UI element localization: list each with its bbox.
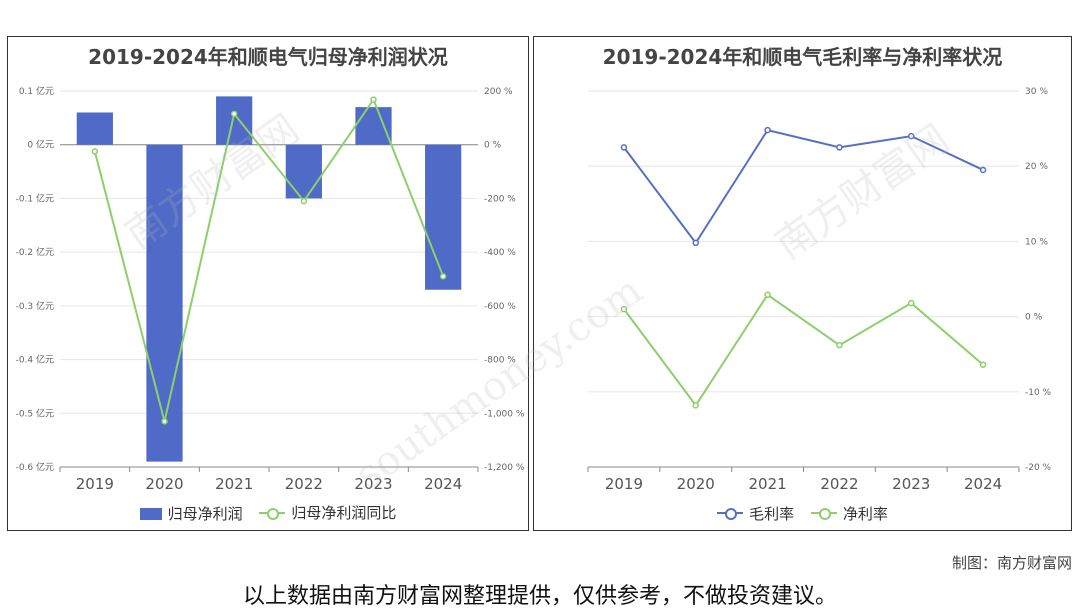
y-right-tick-label: 20 % bbox=[1025, 162, 1048, 172]
legend-item-net-margin[interactable]: 净利率 bbox=[810, 503, 888, 524]
data-point bbox=[908, 132, 915, 140]
data-point bbox=[620, 305, 628, 313]
legend-item-gross-margin[interactable]: 毛利率 bbox=[717, 503, 794, 524]
y-right-tick-label: 0 % bbox=[484, 141, 502, 151]
y-right-tick-label: -800 % bbox=[484, 356, 516, 366]
x-tick-label: 2022 bbox=[285, 475, 323, 493]
y-left-tick-label: -0.1 亿元 bbox=[16, 192, 54, 204]
left-chart-svg: 0.1 亿元 0 亿元 -0.1 亿元 -0.2 亿元 -0.3 亿元 -0.4 亿元 -0… bbox=[16, 85, 525, 493]
y-right-tick-label: 200 % bbox=[484, 87, 513, 97]
x-tick-label: 2024 bbox=[964, 475, 1002, 493]
data-point bbox=[836, 144, 843, 151]
legend-label-net-profit: 归母净利润 bbox=[167, 505, 243, 523]
y-right-tick-label: -1,000 % bbox=[484, 409, 525, 419]
series-line-yoy bbox=[93, 97, 445, 422]
x-tick-label: 2021 bbox=[748, 475, 786, 493]
legend-label-net-profit-yoy: 归母净利润同比 bbox=[291, 504, 397, 522]
y-right-tick-label: -400 % bbox=[484, 248, 516, 258]
legend-item-net-profit-yoy[interactable]: 归母净利润同比 bbox=[259, 502, 396, 523]
x-tick-label: 2020 bbox=[677, 475, 715, 493]
x-tick-label: 2023 bbox=[892, 475, 930, 493]
left-chart-title: 2019-2024年和顺电气归母净利润状况 bbox=[88, 45, 448, 69]
bar bbox=[285, 144, 322, 199]
legend-label-net-margin: 净利率 bbox=[842, 504, 888, 523]
legend-line-swatch-blue bbox=[717, 506, 744, 520]
y-right-tick-label: 10 % bbox=[1025, 237, 1048, 247]
legend-line-swatch-green bbox=[810, 506, 837, 520]
legend-item-net-profit[interactable]: 归母净利润 bbox=[139, 503, 243, 524]
bar bbox=[216, 96, 253, 145]
left-chart-panel: 2019-2024年和顺电气归母净利润状况 0.1 亿元 0 亿元 -0.1 亿元 -… bbox=[7, 36, 529, 531]
y-left-tick-label: -0.3 亿元 bbox=[16, 300, 54, 312]
y-left-tick-label: 0.1 亿元 bbox=[19, 85, 54, 97]
data-point bbox=[979, 361, 987, 368]
data-point bbox=[979, 166, 987, 174]
data-point bbox=[91, 148, 99, 155]
bar bbox=[425, 144, 462, 290]
y-left-tick-label: -0.4 亿元 bbox=[16, 354, 54, 366]
legend-label-gross-margin: 毛利率 bbox=[749, 504, 795, 523]
x-tick-label: 2019 bbox=[76, 475, 114, 493]
data-point bbox=[908, 299, 915, 307]
data-point bbox=[230, 110, 238, 118]
chart-credit: 制图：南方财富网 bbox=[951, 554, 1072, 572]
x-tick-label: 2024 bbox=[424, 475, 462, 493]
y-right-tick-label: 0 % bbox=[1025, 313, 1043, 323]
right-chart-legend: 毛利率 净利率 bbox=[534, 503, 1071, 525]
data-point bbox=[764, 126, 771, 134]
x-tick-label: 2021 bbox=[215, 475, 253, 493]
y-left-tick-label: -0.6 亿元 bbox=[16, 461, 54, 473]
y-right-tick-label: -1,200 % bbox=[484, 463, 525, 473]
x-tick-label: 2023 bbox=[354, 475, 392, 493]
bar bbox=[355, 107, 392, 145]
legend-line-swatch-green bbox=[259, 506, 286, 520]
left-chart-legend: 归母净利润 归母净利润同比 bbox=[8, 502, 528, 524]
data-point bbox=[764, 291, 771, 299]
y-right-tick-label: -20 % bbox=[1025, 463, 1052, 473]
y-left-tick-label: 0 亿元 bbox=[27, 139, 54, 151]
y-right-tick-label: -10 % bbox=[1025, 388, 1052, 398]
bar bbox=[146, 144, 183, 462]
y-left-tick-label: -0.2 亿元 bbox=[16, 246, 54, 258]
bar bbox=[76, 112, 113, 145]
series-line-net-margin bbox=[623, 293, 984, 408]
data-point bbox=[439, 273, 447, 280]
data-point bbox=[620, 144, 628, 151]
data-point bbox=[300, 197, 308, 205]
y-right-tick-label: -600 % bbox=[484, 302, 516, 312]
x-tick-label: 2020 bbox=[145, 475, 183, 493]
y-left-tick-label: -0.5 亿元 bbox=[16, 407, 54, 419]
right-chart-panel: 2019-2024年和顺电气毛利率与净利率状况 30 % 20 % 10 % 0 % -… bbox=[533, 36, 1072, 531]
y-right-tick-label: -200 % bbox=[484, 194, 516, 204]
x-tick-label: 2022 bbox=[820, 475, 858, 493]
data-point bbox=[692, 402, 699, 409]
right-chart-svg: 30 % 20 % 10 % 0 % -10 % -20 % 2019 2020 2021 202… bbox=[587, 87, 1052, 493]
data-point bbox=[370, 96, 377, 103]
y-right-tick-label: 30 % bbox=[1025, 87, 1048, 97]
disclaimer-text: 以上数据由南方财富网整理提供，仅供参考，不做投资建议。 bbox=[242, 584, 837, 609]
data-point bbox=[692, 239, 699, 247]
series-line-gross-margin bbox=[623, 128, 984, 245]
data-point bbox=[836, 341, 843, 349]
legend-bar-swatch bbox=[139, 507, 162, 520]
data-point bbox=[161, 418, 168, 425]
right-chart-title: 2019-2024年和顺电气毛利率与净利率状况 bbox=[602, 45, 1003, 69]
x-tick-label: 2019 bbox=[605, 475, 643, 493]
